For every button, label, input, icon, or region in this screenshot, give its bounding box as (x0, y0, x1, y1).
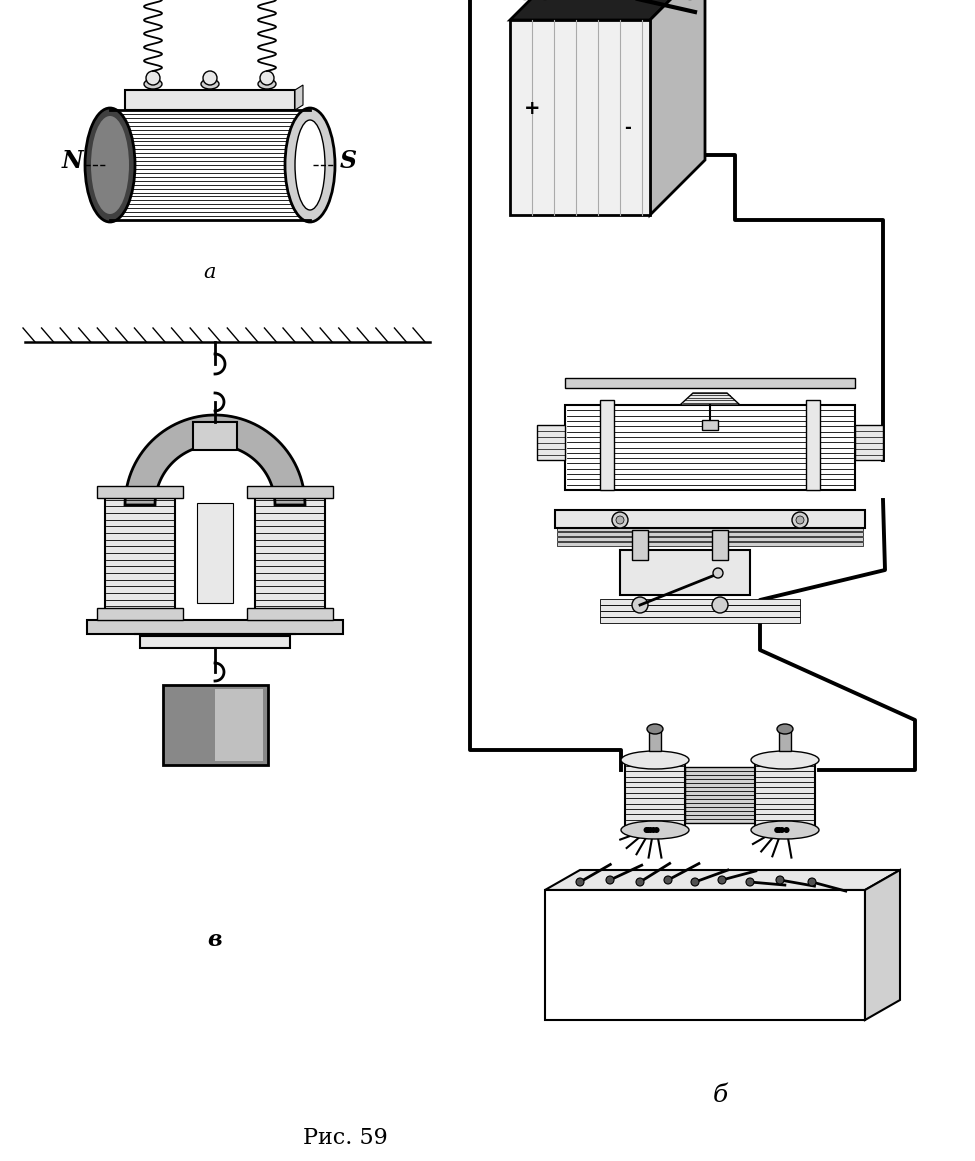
Polygon shape (545, 870, 900, 890)
Circle shape (606, 877, 614, 884)
Bar (87, 620, 343, 634)
Text: N: N (61, 149, 83, 173)
Bar (510, 20, 650, 215)
Bar (193, 421, 237, 450)
Bar (649, 729, 661, 751)
Bar (197, 503, 233, 603)
Polygon shape (125, 414, 305, 505)
Text: Рис. 59: Рис. 59 (302, 1127, 387, 1149)
Bar (557, 542, 863, 546)
Bar (702, 420, 718, 430)
Circle shape (691, 878, 699, 886)
Circle shape (712, 597, 728, 613)
Bar (125, 91, 295, 110)
Polygon shape (650, 0, 705, 215)
Ellipse shape (201, 79, 219, 89)
Ellipse shape (258, 79, 276, 89)
Circle shape (784, 827, 790, 832)
Circle shape (792, 512, 808, 528)
Ellipse shape (647, 724, 663, 734)
Polygon shape (680, 394, 740, 405)
Text: S: S (339, 149, 357, 173)
Bar (557, 527, 863, 531)
Circle shape (146, 71, 160, 85)
Circle shape (779, 827, 785, 832)
Bar (600, 599, 800, 605)
Ellipse shape (85, 108, 135, 222)
Bar (545, 890, 865, 1021)
Circle shape (746, 878, 754, 886)
Circle shape (645, 827, 651, 832)
Circle shape (776, 827, 782, 832)
Bar (557, 532, 863, 536)
Bar (247, 486, 333, 498)
Circle shape (616, 515, 624, 524)
Bar (779, 729, 791, 751)
Ellipse shape (621, 751, 689, 769)
Bar (600, 605, 800, 611)
Polygon shape (295, 85, 303, 110)
Circle shape (644, 827, 649, 832)
Bar (97, 608, 183, 620)
Bar (140, 636, 290, 648)
Bar (712, 531, 728, 560)
Bar (600, 401, 614, 490)
Bar (632, 531, 648, 560)
Bar (620, 550, 750, 594)
Bar (755, 760, 815, 830)
Circle shape (776, 877, 784, 884)
Circle shape (647, 827, 653, 832)
Bar (565, 378, 855, 388)
Circle shape (632, 597, 648, 613)
Bar (97, 486, 183, 498)
Ellipse shape (295, 120, 325, 210)
Bar (855, 425, 883, 460)
Bar (215, 688, 263, 760)
Bar (163, 685, 268, 765)
Text: б: б (713, 1083, 727, 1106)
Bar (600, 616, 800, 623)
Text: +: + (524, 99, 540, 117)
Bar (247, 608, 333, 620)
Bar (105, 493, 175, 613)
Bar (600, 611, 800, 616)
Bar (537, 425, 565, 460)
Text: a: a (204, 262, 216, 281)
Bar (806, 401, 820, 490)
Ellipse shape (751, 821, 819, 839)
Circle shape (653, 827, 659, 832)
Bar (255, 493, 325, 613)
Bar (565, 405, 855, 490)
Ellipse shape (285, 108, 335, 222)
Circle shape (576, 878, 584, 886)
Bar (685, 767, 755, 823)
Circle shape (650, 827, 656, 832)
Circle shape (636, 878, 644, 886)
Bar (557, 538, 863, 541)
Bar (555, 510, 865, 528)
Circle shape (796, 515, 804, 524)
Circle shape (664, 877, 672, 884)
Circle shape (612, 512, 628, 528)
Ellipse shape (91, 116, 129, 214)
Ellipse shape (751, 751, 819, 769)
Bar (110, 110, 310, 219)
Circle shape (718, 877, 726, 884)
Polygon shape (510, 0, 705, 20)
Polygon shape (865, 870, 900, 1021)
Circle shape (808, 878, 816, 886)
Text: в: в (208, 929, 222, 951)
Text: -: - (625, 118, 632, 137)
Circle shape (774, 827, 780, 832)
Ellipse shape (144, 79, 162, 89)
Bar (625, 760, 685, 830)
Ellipse shape (621, 821, 689, 839)
Circle shape (203, 71, 217, 85)
Ellipse shape (777, 724, 793, 734)
Circle shape (713, 568, 723, 578)
Circle shape (260, 71, 274, 85)
